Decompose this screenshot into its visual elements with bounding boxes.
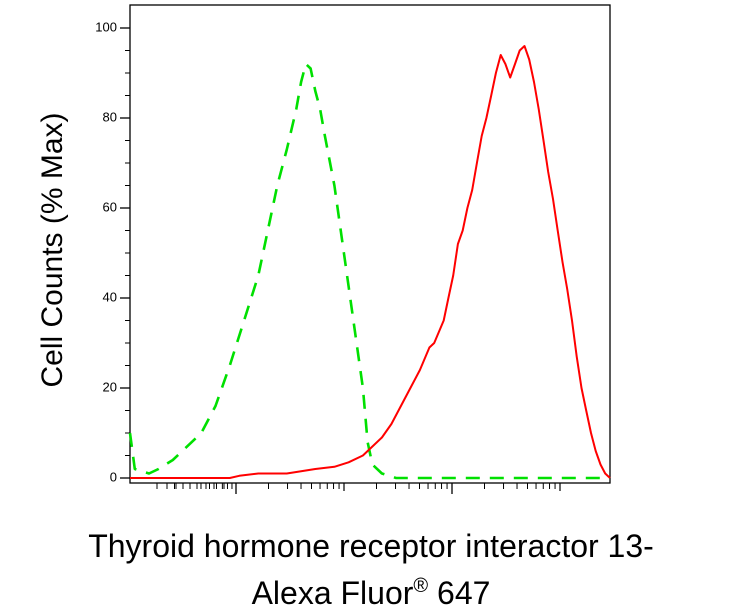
series-line-1 <box>130 45 611 479</box>
series-line-0 <box>128 62 610 480</box>
plot-frame <box>129 4 611 484</box>
x-axis-label-line2: Alexa Fluor® 647 <box>0 566 742 613</box>
x-axis-label-text: Alexa Fluor <box>251 575 414 611</box>
y-tick-label-5: 100 <box>95 19 117 34</box>
y-tick-label-2: 40 <box>103 289 117 304</box>
y-axis: 0 20 40 60 80 100 <box>95 19 130 484</box>
y-tick-label-3: 60 <box>103 199 117 214</box>
x-axis-label-line1: Thyroid hormone receptor interactor 13- <box>88 528 654 564</box>
histogram-chart: 0 20 40 60 80 100 Cell Counts (% Max) <box>36 4 611 494</box>
series-group <box>128 45 611 480</box>
y-axis-label: Cell Counts (% Max) <box>36 112 69 387</box>
y-tick-label-0: 0 <box>110 469 117 484</box>
y-tick-label-1: 20 <box>103 379 117 394</box>
registered-mark: ® <box>413 575 429 597</box>
x-axis <box>156 483 561 494</box>
x-axis-label-suffix: 647 <box>428 575 491 611</box>
y-tick-label-4: 80 <box>103 109 117 124</box>
